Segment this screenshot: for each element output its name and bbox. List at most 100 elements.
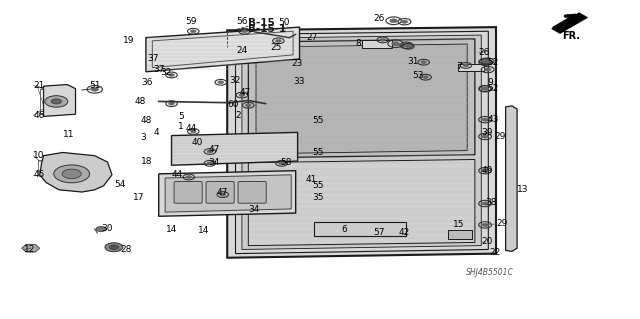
Circle shape [403,44,410,47]
Text: 24: 24 [236,46,248,55]
Text: 47: 47 [217,189,228,197]
Text: 39: 39 [481,128,493,137]
Text: 43: 43 [488,115,499,124]
Text: 29: 29 [494,132,506,141]
Circle shape [421,61,427,63]
Circle shape [169,102,174,105]
Circle shape [105,243,123,252]
Text: 22: 22 [490,248,501,257]
Circle shape [186,176,192,179]
Circle shape [218,81,224,84]
Text: 52: 52 [488,84,499,93]
Text: 55: 55 [312,116,324,125]
Circle shape [279,162,285,165]
Text: 35: 35 [312,193,324,202]
Text: 25: 25 [271,43,282,52]
Circle shape [96,226,106,232]
Text: 49: 49 [481,166,493,175]
Text: 18: 18 [141,157,152,166]
Text: 55: 55 [312,181,324,190]
Text: 53: 53 [412,71,424,80]
Text: 20: 20 [481,237,493,246]
Text: 26: 26 [479,48,490,57]
Text: 37: 37 [154,65,165,74]
Circle shape [482,169,488,172]
Circle shape [482,118,488,121]
Circle shape [392,42,399,46]
Polygon shape [506,106,517,251]
FancyBboxPatch shape [206,182,234,203]
Text: 11: 11 [63,130,75,139]
Text: 47: 47 [240,88,252,97]
Text: 33: 33 [293,77,305,86]
Polygon shape [165,175,291,212]
Bar [362,40,392,48]
Text: 23: 23 [291,59,303,68]
Text: 29: 29 [496,219,508,228]
Polygon shape [172,132,298,165]
Text: 48: 48 [134,97,146,106]
Circle shape [482,135,488,138]
Polygon shape [159,171,296,216]
Text: 56: 56 [236,17,248,26]
Text: 5: 5 [178,112,184,121]
Text: 3: 3 [140,133,146,142]
Text: 2: 2 [236,111,241,120]
Circle shape [406,45,412,48]
Circle shape [401,20,408,23]
Bar [448,230,472,239]
Text: FR.: FR. [562,31,580,41]
Text: 34: 34 [209,158,220,167]
Polygon shape [40,152,112,192]
Text: B-15: B-15 [248,18,275,28]
Circle shape [207,162,212,165]
Circle shape [482,202,488,205]
Text: 14: 14 [198,226,209,235]
Text: 10: 10 [33,151,45,160]
Text: SHJ4B5501C: SHJ4B5501C [466,268,514,277]
Circle shape [482,223,488,226]
Text: 38: 38 [485,198,497,207]
Polygon shape [146,27,300,72]
Text: 32: 32 [160,68,172,77]
Text: 46: 46 [33,111,45,120]
Circle shape [220,193,225,196]
Text: 12: 12 [24,245,36,254]
Circle shape [91,87,99,91]
Polygon shape [227,27,496,258]
Text: 54: 54 [114,180,125,189]
Circle shape [275,40,282,42]
Polygon shape [248,39,475,158]
Text: 50: 50 [278,19,290,27]
Circle shape [239,94,245,96]
Circle shape [207,150,212,153]
Text: 55: 55 [312,148,324,157]
Text: 1: 1 [178,122,184,130]
Circle shape [45,96,68,107]
Circle shape [484,60,491,63]
FancyBboxPatch shape [174,182,202,203]
Text: 6: 6 [342,225,347,234]
Text: 42: 42 [399,228,410,237]
Text: 51: 51 [89,81,100,90]
Bar [458,64,484,71]
Circle shape [482,87,488,90]
Circle shape [191,30,196,33]
Circle shape [463,64,468,67]
Text: 44: 44 [185,124,196,133]
Circle shape [483,87,488,90]
Circle shape [390,19,397,23]
Text: 17: 17 [132,193,144,202]
Circle shape [423,76,429,78]
Text: 32: 32 [229,76,241,85]
Text: 36: 36 [141,78,152,87]
Text: 59: 59 [185,17,196,26]
Circle shape [169,73,174,76]
Circle shape [483,60,488,63]
Text: 44: 44 [171,170,182,179]
Circle shape [109,245,118,249]
Text: 37: 37 [147,54,159,63]
Circle shape [51,99,61,104]
Circle shape [54,165,90,183]
Polygon shape [236,31,488,254]
